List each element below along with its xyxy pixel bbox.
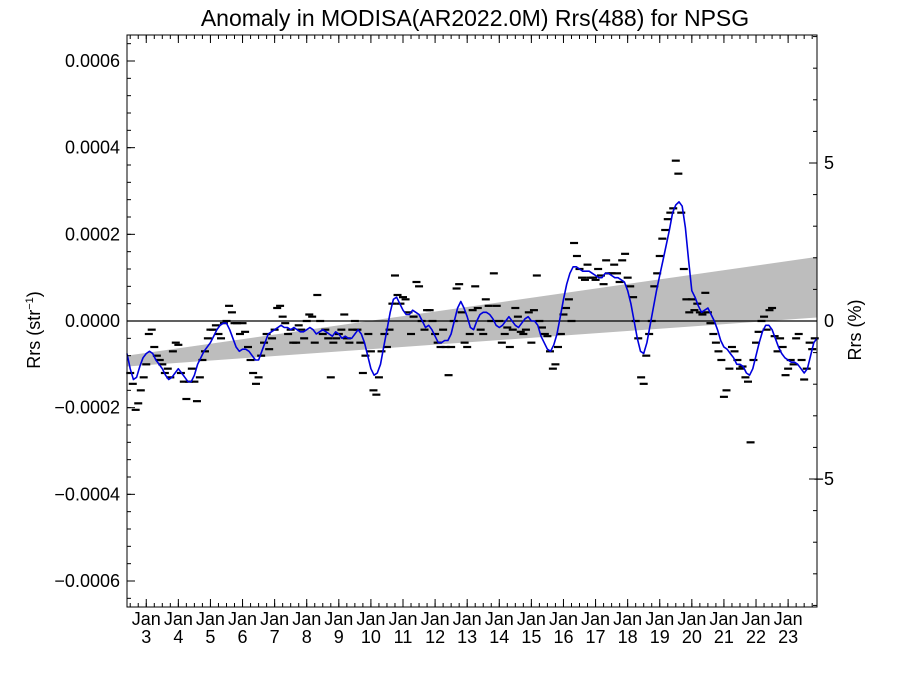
x-tick-month-label: Jan (421, 609, 450, 629)
x-tick-year-label: 4 (173, 627, 183, 647)
x-tick-month-label: Jan (485, 609, 514, 629)
x-tick-year-label: 5 (205, 627, 215, 647)
x-tick-year-label: 8 (302, 627, 312, 647)
y-tick-label: −0.0004 (54, 484, 120, 504)
x-tick-year-label: 6 (238, 627, 248, 647)
y-tick-label: 0.0002 (65, 224, 120, 244)
y2-tick-label: 0 (824, 311, 834, 331)
x-tick-month-label: Jan (356, 609, 385, 629)
y-tick-label: 0.0000 (65, 311, 120, 331)
y-tick-label: 0.0006 (65, 51, 120, 71)
x-tick-year-label: 9 (334, 627, 344, 647)
plot-area (126, 159, 819, 444)
x-tick-month-label: Jan (645, 609, 674, 629)
trend-band-layer (127, 256, 817, 367)
x-tick-month-label: Jan (292, 609, 321, 629)
x-tick-month-label: Jan (709, 609, 738, 629)
x-tick-month-label: Jan (324, 609, 353, 629)
x-tick-year-label: 22 (746, 627, 766, 647)
x-tick-year-label: 16 (553, 627, 573, 647)
x-tick-year-label: 13 (457, 627, 477, 647)
y2-axis-tick-labels: 5 0 −5 (813, 153, 834, 489)
y2-axis-label: Rrs (%) (845, 300, 865, 361)
chart-title: Anomaly in MODISA(AR2022.0M) Rrs(488) fo… (201, 5, 749, 31)
x-tick-year-label: 23 (778, 627, 798, 647)
x-tick-month-label: Jan (517, 609, 546, 629)
x-tick-year-label: 3 (141, 627, 151, 647)
x-tick-month-label: Jan (196, 609, 225, 629)
x-tick-month-label: Jan (613, 609, 642, 629)
x-tick-year-label: 21 (714, 627, 734, 647)
trend-band (127, 256, 817, 367)
x-tick-year-label: 12 (425, 627, 445, 647)
x-tick-month-label: Jan (132, 609, 161, 629)
x-tick-year-label: 14 (489, 627, 509, 647)
x-tick-year-label: 11 (394, 627, 413, 647)
y2-tick-label: −5 (813, 469, 834, 489)
x-axis-tick-labels: Jan3Jan4Jan5Jan6Jan7Jan8Jan9Jan10Jan11Ja… (132, 609, 803, 647)
x-tick-month-label: Jan (228, 609, 257, 629)
x-tick-year-label: 20 (682, 627, 702, 647)
x-tick-year-label: 15 (521, 627, 541, 647)
x-tick-month-label: Jan (774, 609, 803, 629)
y2-tick-label: 5 (824, 153, 834, 173)
y-tick-label: 0.0004 (65, 138, 120, 158)
x-tick-year-label: 7 (270, 627, 280, 647)
x-tick-year-label: 10 (361, 627, 381, 647)
x-tick-year-label: 19 (650, 627, 670, 647)
x-tick-month-label: Jan (388, 609, 417, 629)
x-tick-year-label: 17 (586, 627, 606, 647)
x-tick-month-label: Jan (453, 609, 482, 629)
x-tick-year-label: 18 (618, 627, 638, 647)
smoothed-series (126, 201, 818, 383)
x-tick-month-label: Jan (549, 609, 578, 629)
y-axis-label: Rrs (str−1) (24, 291, 44, 369)
smoothed-line (126, 201, 818, 383)
x-tick-month-label: Jan (164, 609, 193, 629)
x-tick-month-label: Jan (677, 609, 706, 629)
axis-ticks (127, 35, 817, 607)
y-tick-label: −0.0002 (54, 398, 120, 418)
y-axis-tick-labels: 0.0006 0.0004 0.0002 0.0000 −0.0002 −0.0004 −0… (54, 51, 120, 591)
x-tick-month-label: Jan (260, 609, 289, 629)
x-tick-month-label: Jan (742, 609, 771, 629)
x-tick-month-label: Jan (581, 609, 610, 629)
y-tick-label: −0.0006 (54, 571, 120, 591)
